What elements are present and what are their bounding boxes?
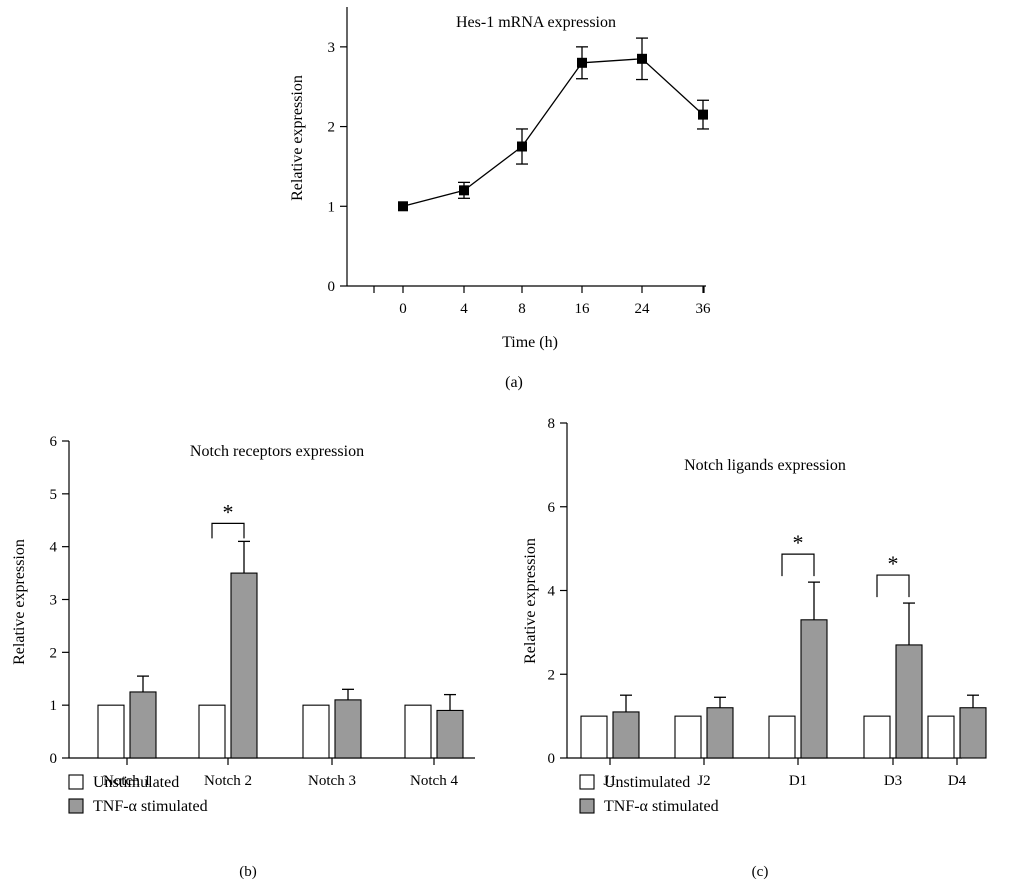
panel-b-bar-chart: Notch receptors expression Relative expr… bbox=[11, 434, 475, 880]
panel-c-bar-tnf bbox=[959, 707, 987, 759]
panel-a-data-point bbox=[459, 185, 469, 196]
panel-a-x-tick-label: 24 bbox=[635, 301, 651, 317]
panel-b-ylabel: Relative expression bbox=[11, 539, 28, 665]
panel-b-bar-tnf bbox=[230, 572, 258, 759]
panel-a-x-tick-label: 16 bbox=[575, 301, 591, 317]
panel-c-legend-label: Unstimulated bbox=[604, 774, 690, 791]
panel-b-legend-label: Unstimulated bbox=[93, 774, 179, 791]
panel-b-y-tick-label: 0 bbox=[50, 751, 58, 767]
panel-b-bar-unstimulated bbox=[198, 704, 226, 759]
panel-c-bar-unstimulated bbox=[927, 715, 955, 759]
panel-c-bar-tnf bbox=[895, 644, 923, 759]
panel-a-panel-label: (a) bbox=[505, 374, 523, 391]
panel-c-title: Notch ligands expression bbox=[684, 457, 846, 474]
panel-b-bar-tnf bbox=[436, 709, 464, 759]
panel-c-y-tick-label: 8 bbox=[548, 416, 556, 432]
panel-a-ylabel: Relative expression bbox=[289, 75, 306, 201]
panel-c-bar-unstimulated bbox=[580, 715, 608, 759]
panel-c-bar-chart: Notch ligands expression Relative expres… bbox=[522, 416, 987, 880]
panel-a-series-line bbox=[402, 58, 704, 207]
panel-c-ylabel: Relative expression bbox=[522, 538, 539, 664]
panel-a-data-point bbox=[517, 141, 527, 152]
panel-c-bar-unstimulated bbox=[768, 715, 796, 759]
panel-b-x-tick-label: Notch 3 bbox=[308, 773, 356, 789]
panel-b-significance-bracket bbox=[211, 522, 245, 539]
panel-b-legend-label: TNF-α stimulated bbox=[93, 798, 208, 815]
panel-c-significance-bracket bbox=[781, 553, 815, 577]
panel-b-bar-unstimulated bbox=[404, 704, 432, 759]
panel-a-y-tick-label: 3 bbox=[328, 40, 336, 56]
panel-b-legend-swatch bbox=[68, 798, 84, 814]
panel-c-y-tick-label: 0 bbox=[548, 751, 556, 767]
panel-c-x-tick-label: D3 bbox=[884, 773, 902, 789]
panel-a-data-point bbox=[577, 57, 587, 68]
panel-c-bar-unstimulated bbox=[863, 715, 891, 759]
panel-a-x-tick-label: 36 bbox=[696, 301, 712, 317]
panel-a-x-tick-label: 0 bbox=[399, 301, 407, 317]
panel-a-data-point bbox=[698, 109, 708, 120]
panel-c-y-tick-label: 2 bbox=[548, 667, 556, 683]
panel-b-y-tick-label: 6 bbox=[50, 434, 58, 450]
panel-c-x-tick-label: D4 bbox=[948, 773, 967, 789]
panel-a-x-tick-label: 4 bbox=[460, 301, 468, 317]
panel-b-x-tick-label: Notch 2 bbox=[204, 773, 252, 789]
panel-b-y-tick-label: 3 bbox=[50, 593, 58, 609]
panel-b-y-tick-label: 5 bbox=[50, 487, 58, 503]
panel-a-xlabel: Time (h) bbox=[502, 334, 558, 351]
panel-c-legend-swatch bbox=[579, 774, 595, 790]
panel-b-bar-unstimulated bbox=[302, 704, 330, 759]
panel-a-y-tick-label: 2 bbox=[328, 120, 336, 136]
panel-c-legend-label: TNF-α stimulated bbox=[604, 798, 719, 815]
panel-c-panel-label: (c) bbox=[752, 864, 769, 880]
panel-c-legend-swatch bbox=[579, 798, 595, 814]
panel-b-title: Notch receptors expression bbox=[190, 443, 364, 460]
panel-c-significance-bracket bbox=[876, 574, 910, 598]
panel-b-legend-swatch bbox=[68, 774, 84, 790]
panel-a-x-tick-label: 8 bbox=[518, 301, 526, 317]
panel-c-x-tick-label: J2 bbox=[697, 773, 710, 789]
panel-c-bar-tnf bbox=[800, 619, 828, 759]
panel-b-x-tick-label: Notch 1 bbox=[103, 773, 151, 789]
panel-c-y-tick-label: 4 bbox=[548, 584, 556, 600]
panel-b-y-tick-label: 1 bbox=[50, 698, 58, 714]
panel-b-bar-tnf bbox=[334, 699, 362, 759]
panel-c-bar-unstimulated bbox=[674, 715, 702, 759]
panel-c-x-tick-label: D1 bbox=[789, 773, 807, 789]
panel-b-y-tick-label: 4 bbox=[50, 540, 58, 556]
panel-b-bar-tnf bbox=[129, 691, 157, 759]
panel-a-data-point bbox=[637, 53, 647, 64]
panel-a-y-tick-label: 1 bbox=[328, 199, 336, 215]
panel-b-y-tick-label: 2 bbox=[50, 645, 58, 661]
panel-b-x-tick-label: Notch 4 bbox=[410, 773, 458, 789]
panel-c-bar-tnf bbox=[612, 711, 640, 759]
panel-c-x-tick-label: J1 bbox=[603, 773, 616, 789]
panel-c-y-tick-label: 6 bbox=[548, 500, 556, 516]
panel-a-line-chart: Hes-1 mRNA expression Relative expressio… bbox=[289, 7, 711, 391]
panel-c-significance-star: * bbox=[888, 551, 899, 576]
panel-c-bar-tnf bbox=[706, 707, 734, 759]
panel-a-data-point bbox=[398, 201, 408, 212]
panel-a-title: Hes-1 mRNA expression bbox=[456, 14, 616, 31]
panel-b-significance-star: * bbox=[223, 499, 234, 524]
panel-b-panel-label: (b) bbox=[239, 864, 257, 880]
panel-b-bar-unstimulated bbox=[97, 704, 125, 759]
panel-c-significance-star: * bbox=[793, 530, 804, 555]
panel-a-y-tick-label: 0 bbox=[328, 279, 336, 295]
